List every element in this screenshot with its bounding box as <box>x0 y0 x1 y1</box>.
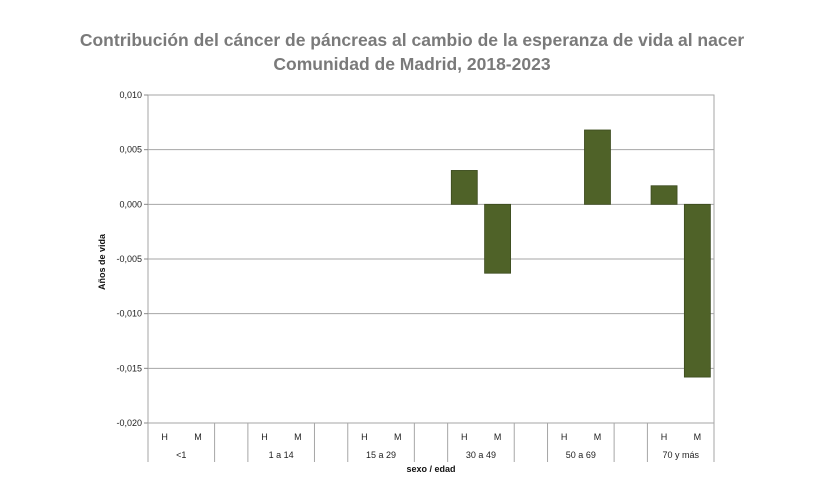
axes: 0,010 0,005 0,000 -0,005 -0,010 -0,015 -0,020 H… <box>116 90 715 462</box>
x-sex-label: H <box>361 432 368 442</box>
x-group-label: 70 y más <box>662 450 699 460</box>
y-axis-label: Años de vida <box>97 233 107 290</box>
y-tick-label: -0,005 <box>116 254 142 264</box>
x-sex-label: M <box>694 432 702 442</box>
x-group-label: 1 a 14 <box>269 450 294 460</box>
x-sex-label: M <box>194 432 202 442</box>
bars <box>450 129 711 378</box>
x-sex-label: H <box>161 432 168 442</box>
bar-70 y más-M <box>683 203 711 378</box>
x-sex-label: M <box>394 432 402 442</box>
y-tick-label: 0,000 <box>119 199 142 209</box>
chart-subtitle: Comunidad de Madrid, 2018-2023 <box>273 54 550 74</box>
y-tick-label: -0,020 <box>116 418 142 428</box>
x-group-label: 30 a 49 <box>466 450 496 460</box>
bar-30 a 49-M <box>484 203 511 274</box>
x-sex-label: M <box>594 432 602 442</box>
chart-title: Contribución del cáncer de páncreas al c… <box>80 30 744 50</box>
y-tick-label: 0,005 <box>119 145 142 155</box>
y-tick-label: -0,015 <box>116 363 142 373</box>
x-group-label: 50 a 69 <box>566 450 596 460</box>
y-tick-label: -0,010 <box>116 309 142 319</box>
x-sex-label: H <box>461 432 468 442</box>
x-sex-label: M <box>294 432 302 442</box>
y-tick-label: 0,010 <box>119 90 142 100</box>
gridlines <box>147 94 715 424</box>
x-sex-label: H <box>661 432 668 442</box>
bar-50 a 69-M <box>584 129 611 205</box>
x-group-label: 15 a 29 <box>366 450 396 460</box>
x-sex-label: H <box>561 432 568 442</box>
x-sex-label: M <box>494 432 502 442</box>
x-sex-label: H <box>261 432 268 442</box>
bar-30 a 49-H <box>450 170 478 205</box>
x-axis-label: sexo / edad <box>406 464 455 474</box>
x-group-label: <1 <box>176 450 186 460</box>
bar-70 y más-H <box>650 185 678 205</box>
